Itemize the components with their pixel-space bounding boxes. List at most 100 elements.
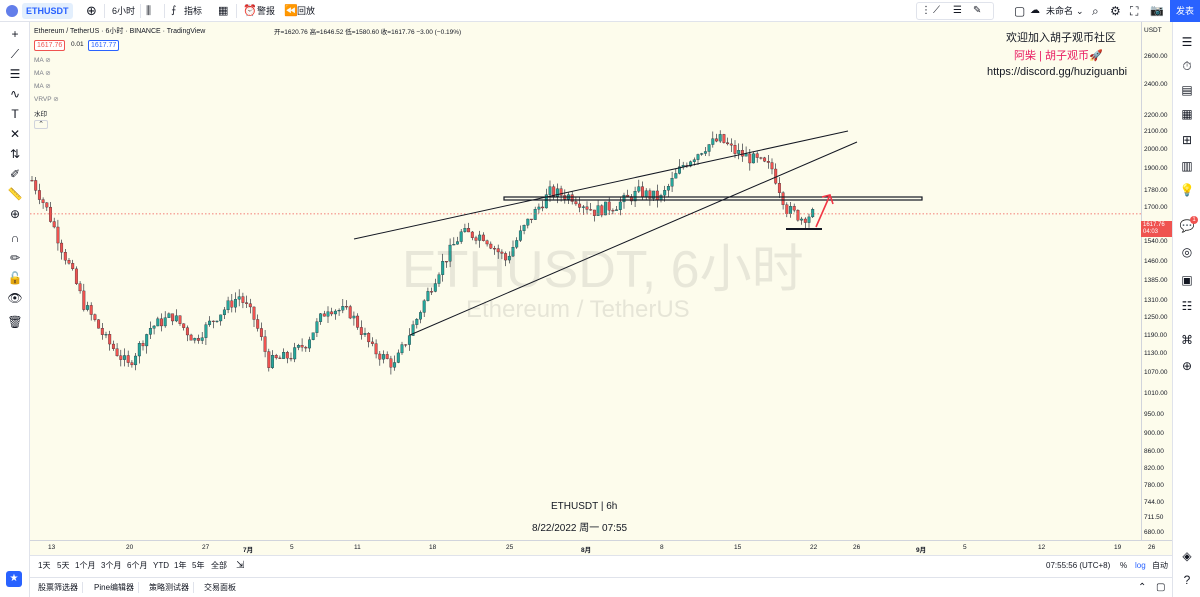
time-axis[interactable]: 13 20 27 7月 5 11 18 25 8月 8 15 22 26 9月 … [30,540,1172,555]
templates-grid-icon[interactable]: ▦ [218,5,229,17]
ask-price-box[interactable]: 1617.77 [88,40,120,51]
compare-plus-icon[interactable]: ⊕ [86,3,97,18]
order-panel-icon[interactable]: ⊕ [1181,359,1193,373]
range-1m[interactable]: 1个月 [75,561,96,570]
tab-stock-screener[interactable]: 股票筛选器 [38,583,78,592]
legend-title[interactable]: Ethereum / TetherUS · 6小时 · BINANCE · Tr… [34,28,206,35]
range-ytd[interactable]: YTD [153,561,169,570]
range-5d[interactable]: 5天 [57,561,70,570]
text-tool-icon[interactable]: T [11,107,19,121]
trend-line-fav-icon[interactable]: ⟋ [933,5,940,16]
calendar-icon[interactable]: ▥ [1181,159,1193,173]
replay-button[interactable]: 回放 [297,6,316,16]
layout-square-icon[interactable]: ▢ [1014,4,1026,18]
tab-pine-editor[interactable]: Pine编辑器 [94,583,135,592]
tab-strategy-tester[interactable]: 策略测试器 [149,583,189,592]
crosshair-icon[interactable]: + [11,27,19,41]
eye-icon[interactable]: 👁 [7,291,23,305]
auto-scale-toggle[interactable]: 自动 [1152,561,1168,570]
layers-icon[interactable]: ◈ [1182,549,1192,563]
help-question-icon[interactable]: ? [1183,573,1191,587]
log-scale-toggle[interactable]: log [1135,561,1146,570]
hotlists-icon[interactable]: ⊞ [1181,133,1193,147]
watermark-indicator-label[interactable]: 水印 [34,111,47,118]
range-1y[interactable]: 1年 [174,561,187,570]
alert-button[interactable]: 警报 [257,6,276,16]
percent-scale-toggle[interactable]: % [1120,561,1128,570]
stay-drawing-icon[interactable]: ✏ [9,251,21,265]
eye-off-icon[interactable]: ⊘ [45,83,51,90]
range-1d[interactable]: 1天 [38,561,51,570]
lines-fav-icon[interactable]: ☰ [953,5,962,16]
timezone-clock[interactable]: 07:55:56 (UTC+8) [1046,561,1111,570]
price-scale[interactable]: USDT 2600.00 2400.00 2200.00 2100.00 200… [1141,22,1172,540]
fullscreen-icon[interactable]: ⛶ [1130,4,1139,18]
streams-icon[interactable]: ◎ [1181,245,1193,259]
dots-drag-icon[interactable]: ⋮ [921,5,931,16]
indicator-vrvp[interactable]: VRVP ⊘ [34,95,59,103]
data-window-icon[interactable]: ▤ [1181,83,1193,97]
dom-depth-icon[interactable]: ⌘ [1181,333,1193,347]
candle-body [766,161,770,163]
red-arrow-icon[interactable] [815,194,834,228]
indicator-ma-3[interactable]: MA ⊘ [34,82,51,90]
range-3m[interactable]: 3个月 [101,561,122,570]
goto-date-icon[interactable]: ⇲ [236,560,245,571]
news-icon[interactable]: ▦ [1181,107,1193,121]
star-favorite-icon[interactable]: ★ [6,571,22,587]
watchlist-icon[interactable]: ☰ [1181,35,1193,49]
zoom-in-icon[interactable]: ⊕ [9,207,21,221]
chevron-down-icon[interactable]: ⌄ [1076,6,1084,16]
collapse-legend-icon[interactable]: ⌃ [34,120,48,129]
alerts-clock-icon[interactable]: ⏱ [1182,59,1192,73]
price-label: 1250.00 [1144,314,1168,321]
pattern-icon[interactable]: ∿ [9,87,21,101]
position-tool-icon[interactable]: ⇅ [9,147,21,161]
candle-body [34,180,38,191]
indicator-ma-2[interactable]: MA ⊘ [34,69,51,77]
settings-gear-icon[interactable]: ⚙ [1110,4,1121,18]
symbol-search-button[interactable]: ETHUSDT [22,3,73,19]
notifications-icon[interactable]: ☷ [1181,299,1193,313]
trash-icon[interactable]: 🗑 [7,315,23,329]
candle-body [459,231,463,242]
bid-price-box[interactable]: 1617.76 [34,40,66,51]
candles-chart-type-icon[interactable]: ⫼ [146,5,152,17]
indicators-icon[interactable]: ⨍ [171,5,177,16]
candle-body [733,145,737,154]
range-5y[interactable]: 5年 [192,561,205,570]
collapse-panel-icon[interactable]: ⌃ [1138,582,1147,593]
lock-icon[interactable]: 🔓 [7,271,23,285]
range-6m[interactable]: 6个月 [127,561,148,570]
eye-off-icon[interactable]: ⊘ [45,57,51,64]
brush-icon[interactable]: ✐ [9,167,21,181]
trend-line-icon[interactable]: ⟋ [10,47,20,61]
replay-rewind-icon[interactable]: ⏪ [284,5,298,17]
wedge-upper-trendline[interactable] [353,130,849,240]
ideas-bulb-icon[interactable]: 💡 [1179,183,1195,197]
search-icon[interactable]: ⌕ [1092,4,1099,18]
alarm-clock-icon[interactable]: ⏰ [243,5,257,17]
cloud-icon[interactable]: ☁ [1030,5,1040,16]
publish-button[interactable]: 发表 [1170,0,1200,22]
eye-off-icon[interactable]: ⊘ [53,96,59,103]
eye-off-icon[interactable]: ⊘ [45,70,51,77]
resistance-zone[interactable] [503,196,923,201]
layout-name-button[interactable]: 未命名 [1046,6,1074,16]
tab-trading-panel[interactable]: 交易面板 [204,583,236,592]
indicators-button[interactable]: 指标 [184,6,203,16]
maximize-panel-icon[interactable]: ▢ [1156,582,1166,593]
xabcd-pattern-icon[interactable]: ✕ [9,127,21,141]
range-all[interactable]: 全部 [211,561,227,570]
chart-pane[interactable]: ETHUSDT, 6小时 Ethereum / TetherUS Ethereu… [30,22,1141,540]
magnet-icon[interactable]: ∩ [10,231,20,245]
wedge-lower-trendline[interactable] [409,141,858,336]
ruler-icon[interactable]: 📏 [7,187,23,201]
indicator-ma-1[interactable]: MA ⊘ [34,56,51,64]
interval-button[interactable]: 6小时 [112,6,136,16]
calendar-events-icon[interactable]: ▣ [1181,273,1193,287]
horizontal-lines-icon[interactable]: ☰ [9,67,21,81]
camera-snapshot-icon[interactable]: 📷 [1150,5,1164,17]
brush-fav-icon[interactable]: ✎ [973,5,982,16]
candle-body [533,209,537,220]
